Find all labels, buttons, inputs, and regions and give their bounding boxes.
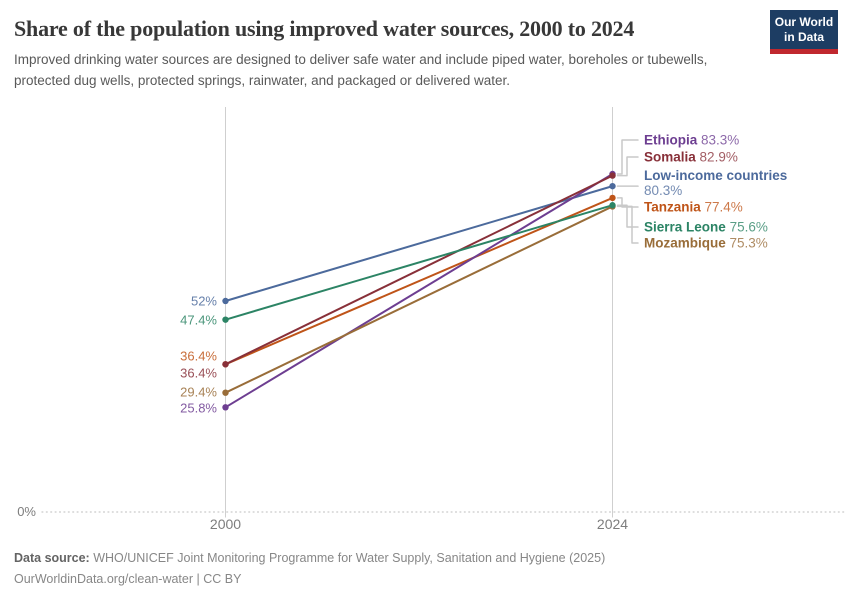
x-tick-label-2000: 2000	[209, 516, 242, 532]
series-line	[225, 174, 613, 366]
data-source-text: WHO/UNICEF Joint Monitoring Programme fo…	[93, 551, 606, 565]
label-connector-icon	[616, 205, 639, 244]
chart-footer: Data source: WHO/UNICEF Joint Monitoring…	[14, 548, 605, 590]
owid-logo-line2: in Data	[783, 30, 824, 44]
data-source-label: Data source:	[14, 551, 90, 565]
series-end-label[interactable]: Mozambique 75.3%	[644, 235, 768, 251]
series-point-icon	[609, 202, 616, 209]
series-line	[225, 196, 613, 366]
series-end-label[interactable]: Tanzania 77.4%	[644, 199, 743, 215]
series-point-icon	[222, 316, 229, 323]
owid-logo[interactable]: Our World in Data	[770, 10, 838, 54]
label-connector-icon	[616, 204, 639, 228]
series-point-icon	[609, 182, 616, 190]
series-start-value-label: 29.4%	[180, 384, 217, 400]
series-point-icon	[222, 404, 229, 411]
series-point-icon	[222, 389, 229, 396]
page-subtitle: Improved drinking water sources are desi…	[14, 52, 708, 88]
series-end-label[interactable]: Sierra Leone 75.6%	[644, 219, 768, 235]
series-start-value-label: 52%	[190, 293, 217, 309]
page-title: Share of the population using improved w…	[14, 16, 635, 41]
y-axis-zero-label: 0%	[17, 504, 36, 519]
data-source-line: Data source: WHO/UNICEF Joint Monitoring…	[14, 548, 605, 569]
label-connector-icon	[616, 139, 639, 175]
series-start-value-label: 36.4%	[180, 365, 217, 381]
series-end-label[interactable]: Low-income countries 80.3%	[644, 167, 788, 198]
series-point-icon	[609, 172, 616, 179]
owid-logo-box: Our World in Data	[770, 10, 838, 49]
series-line	[225, 205, 613, 394]
owid-logo-red-bar	[770, 49, 838, 54]
series-start-value-label: 47.4%	[180, 312, 217, 328]
series-line	[225, 204, 613, 321]
series-start-value-label: 36.4%	[180, 348, 217, 364]
owid-url-and-license[interactable]: OurWorldinData.org/clean-water | CC BY	[14, 572, 242, 586]
series-line	[224, 173, 614, 409]
series-end-label[interactable]: Somalia 82.9%	[644, 149, 738, 165]
x-tick-label-2024: 2024	[596, 516, 629, 532]
series-start-value-label: 25.8%	[180, 400, 217, 416]
series-point-icon	[222, 297, 229, 305]
series-point-icon	[222, 361, 229, 368]
series-line	[225, 185, 613, 302]
series-point-icon	[609, 194, 616, 202]
owid-logo-line1: Our World	[774, 15, 834, 29]
series-end-label[interactable]: Ethiopia 83.3%	[644, 132, 740, 148]
label-connector-icon	[616, 156, 639, 177]
